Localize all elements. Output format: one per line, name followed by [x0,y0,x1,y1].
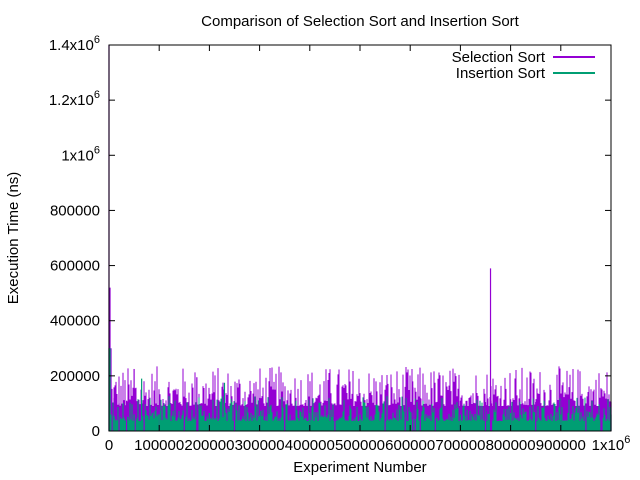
chart-title: Comparison of Selection Sort and Inserti… [201,13,519,30]
legend-label: Selection Sort [452,49,546,66]
y-tick-label: 1x106 [61,144,100,164]
y-tick-label: 800000 [50,202,100,219]
x-tick-label: 600000 [385,437,435,454]
y-axis-label: Execution Time (ns) [5,172,22,305]
x-axis-label: Experiment Number [293,459,426,476]
x-tick-label: 700000 [435,437,485,454]
x-axis-ticks: 0 100000 200000 300000 400000 500000 600000 700… [105,45,631,454]
y-tick-label: 0 [92,423,100,440]
y-tick-label: 1.4x106 [49,34,100,54]
x-tick-label: 1x106 [592,434,631,454]
x-tick-label: 500000 [335,437,385,454]
legend-label: Insertion Sort [456,65,546,82]
x-tick-label: 800000 [486,437,536,454]
x-tick-label: 100000 [134,437,184,454]
y-tick-label: 1.2x106 [49,89,100,109]
y-tick-label: 400000 [50,313,100,330]
x-tick-label: 0 [105,437,113,454]
y-tick-label: 200000 [50,368,100,385]
x-tick-label: 400000 [285,437,335,454]
x-tick-label: 900000 [536,437,586,454]
x-tick-label: 300000 [235,437,285,454]
y-axis-ticks: 0 200000 400000 600000 800000 1x106 1.2x106 1.4… [49,34,611,440]
x-tick-label: 200000 [184,437,234,454]
y-tick-label: 600000 [50,258,100,275]
